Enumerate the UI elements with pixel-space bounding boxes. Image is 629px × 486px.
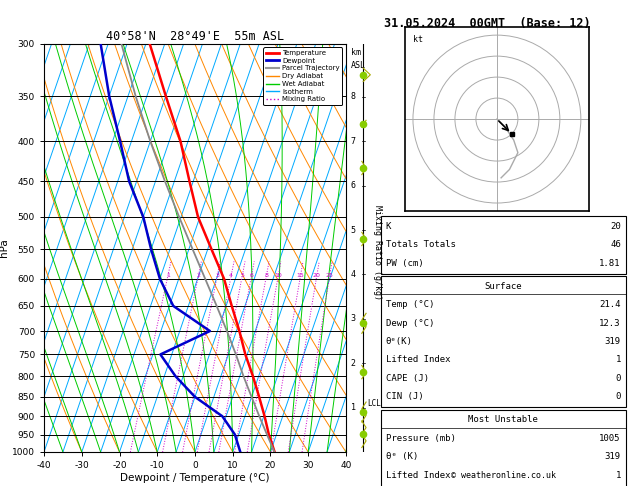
Text: 31.05.2024  00GMT  (Base: 12): 31.05.2024 00GMT (Base: 12)	[384, 17, 591, 30]
Text: 319: 319	[604, 337, 621, 346]
Text: 0: 0	[615, 392, 621, 401]
Text: 6: 6	[250, 274, 253, 278]
Text: 21.4: 21.4	[599, 300, 621, 309]
Text: Mixing Ratio (g/kg): Mixing Ratio (g/kg)	[373, 205, 382, 300]
Text: 3: 3	[350, 314, 355, 323]
Text: 1: 1	[615, 470, 621, 480]
Text: 20: 20	[313, 274, 321, 278]
Text: km: km	[350, 48, 360, 57]
Text: 1: 1	[166, 274, 170, 278]
Text: 15: 15	[297, 274, 304, 278]
Text: LCL: LCL	[367, 399, 381, 408]
Text: 7: 7	[350, 137, 355, 146]
Text: 4: 4	[350, 270, 355, 279]
Text: ASL: ASL	[350, 61, 365, 70]
Text: © weatheronline.co.uk: © weatheronline.co.uk	[451, 471, 555, 480]
Text: 10: 10	[274, 274, 282, 278]
Text: K: K	[386, 222, 391, 231]
Text: PW (cm): PW (cm)	[386, 259, 423, 268]
Text: θᵉ (K): θᵉ (K)	[386, 452, 418, 461]
X-axis label: Dewpoint / Temperature (°C): Dewpoint / Temperature (°C)	[120, 473, 270, 483]
Text: 1: 1	[615, 355, 621, 364]
Text: 5: 5	[240, 274, 244, 278]
Text: 20: 20	[610, 222, 621, 231]
Text: Lifted Index: Lifted Index	[386, 355, 450, 364]
Text: Totals Totals: Totals Totals	[386, 241, 455, 249]
Y-axis label: hPa: hPa	[0, 239, 9, 257]
Text: Surface: Surface	[484, 281, 522, 291]
Text: kt: kt	[413, 35, 423, 44]
Legend: Temperature, Dewpoint, Parcel Trajectory, Dry Adiabat, Wet Adiabat, Isotherm, Mi: Temperature, Dewpoint, Parcel Trajectory…	[264, 47, 342, 105]
Text: 2: 2	[196, 274, 201, 278]
Text: 8: 8	[264, 274, 269, 278]
Text: θᵉ(K): θᵉ(K)	[386, 337, 413, 346]
Text: Pressure (mb): Pressure (mb)	[386, 434, 455, 443]
Text: 2: 2	[350, 359, 355, 368]
Text: 6: 6	[350, 181, 355, 190]
Text: 46: 46	[610, 241, 621, 249]
Text: CIN (J): CIN (J)	[386, 392, 423, 401]
Text: 319: 319	[604, 452, 621, 461]
Title: 40°58'N  28°49'E  55m ASL: 40°58'N 28°49'E 55m ASL	[106, 30, 284, 43]
Text: 12.3: 12.3	[599, 318, 621, 328]
Text: 5: 5	[350, 226, 355, 235]
Text: 0: 0	[615, 374, 621, 383]
Text: Most Unstable: Most Unstable	[468, 415, 538, 424]
Text: 1: 1	[350, 403, 355, 412]
Text: Temp (°C): Temp (°C)	[386, 300, 434, 309]
Text: CAPE (J): CAPE (J)	[386, 374, 428, 383]
Text: Dewp (°C): Dewp (°C)	[386, 318, 434, 328]
Text: Lifted Index: Lifted Index	[386, 470, 450, 480]
Text: 1.81: 1.81	[599, 259, 621, 268]
Text: 8: 8	[350, 92, 355, 102]
Text: 25: 25	[326, 274, 333, 278]
Text: 1005: 1005	[599, 434, 621, 443]
Text: 3: 3	[215, 274, 220, 278]
Text: 4: 4	[229, 274, 233, 278]
